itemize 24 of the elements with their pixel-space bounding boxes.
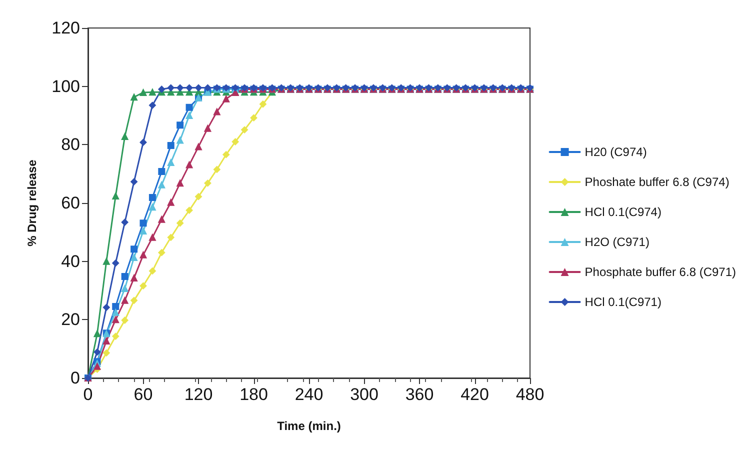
y-tick-label: 80 [61, 135, 80, 154]
x-axis-title: Time (min.) [277, 419, 341, 433]
legend-label: HCl 0.1(C974) [584, 205, 662, 219]
y-tick-label: 120 [52, 18, 80, 38]
x-tick-label: 180 [240, 385, 268, 404]
x-tick-label: 60 [134, 385, 153, 404]
y-tick-label: 100 [52, 76, 80, 96]
y-tick-label: 40 [61, 252, 80, 271]
y-tick-label: 20 [61, 310, 80, 330]
x-tick-label: 120 [184, 385, 213, 404]
x-tick-label: 480 [516, 385, 544, 404]
x-tick-label: 420 [460, 385, 489, 404]
legend-label: Phosphate buffer 6.8 (C971) [584, 265, 736, 279]
y-tick-label: 60 [61, 194, 80, 212]
legend-label: HCl 0.1(C971) [584, 295, 662, 309]
x-tick-label: 300 [350, 385, 378, 404]
y-axis-title: % Drug release [25, 159, 39, 246]
x-tick-label: 360 [405, 385, 434, 404]
legend-label: H20 (C974) [584, 145, 647, 159]
legend-label: H2O (C971) [584, 235, 650, 249]
legend-label: Phoshate buffer 6.8 (C974) [584, 175, 730, 189]
x-tick-label: 0 [83, 385, 93, 404]
x-tick-label: 240 [294, 385, 324, 404]
y-tick-label: 0 [70, 368, 80, 388]
